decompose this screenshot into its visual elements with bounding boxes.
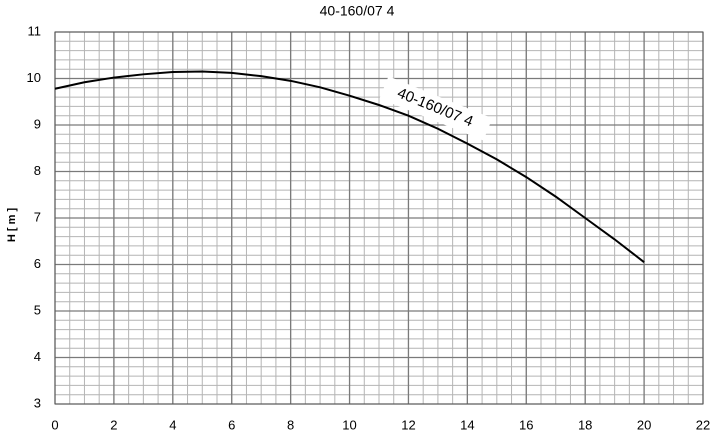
x-tick-label: 10	[342, 417, 356, 432]
plot-border	[54, 31, 704, 405]
x-tick-label: 2	[110, 417, 117, 432]
curve	[54, 70, 645, 263]
x-tick-label: 16	[519, 417, 533, 432]
x-tick-label: 12	[401, 417, 415, 432]
y-tick-label: 7	[34, 209, 41, 224]
y-tick-label: 10	[27, 70, 41, 85]
y-tick-label: 8	[34, 163, 41, 178]
x-tick-label: 4	[169, 417, 176, 432]
y-axis-label: H [ m ]	[6, 208, 18, 243]
x-tick-label: 8	[287, 417, 294, 432]
x-tick-label: 6	[228, 417, 235, 432]
annotation: 40-160/07 4	[379, 76, 493, 141]
chart-title: 40-160/07 4	[320, 3, 395, 19]
y-tick-label: 9	[34, 116, 41, 131]
y-tick-label: 6	[34, 256, 41, 271]
x-tick-label: 20	[637, 417, 651, 432]
x-tick-label: 0	[51, 417, 58, 432]
y-tick-label: 3	[34, 395, 41, 410]
y-tick-label: 11	[28, 23, 42, 38]
y-tick-label: 4	[34, 349, 41, 364]
x-tick-label: 14	[460, 417, 474, 432]
y-tick-label: 5	[34, 302, 41, 317]
x-tick-label: 22	[696, 417, 710, 432]
annotation-box	[379, 76, 493, 141]
x-tick-label: 18	[578, 417, 592, 432]
